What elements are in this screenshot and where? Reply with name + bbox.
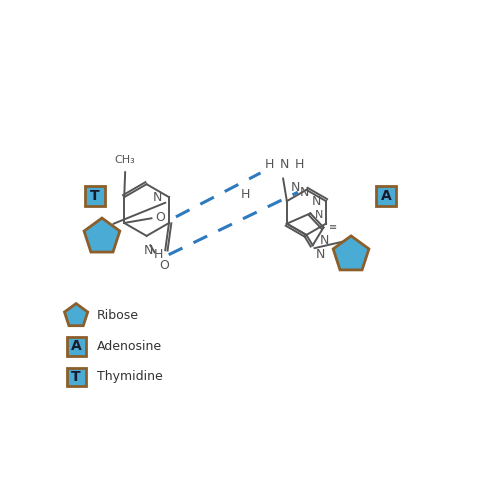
Text: N: N bbox=[315, 210, 324, 220]
Text: H: H bbox=[294, 158, 304, 170]
Text: N: N bbox=[316, 248, 325, 261]
Text: A: A bbox=[381, 189, 392, 203]
Text: ≡: ≡ bbox=[329, 222, 338, 232]
Text: Thymidine: Thymidine bbox=[97, 370, 163, 384]
Text: H: H bbox=[241, 188, 250, 202]
Text: N: N bbox=[320, 234, 329, 247]
Text: N: N bbox=[280, 158, 288, 170]
Polygon shape bbox=[64, 304, 88, 326]
Text: O: O bbox=[155, 211, 165, 224]
Text: T: T bbox=[72, 370, 81, 384]
FancyBboxPatch shape bbox=[376, 186, 396, 206]
Text: Ribose: Ribose bbox=[97, 310, 139, 322]
Text: N: N bbox=[290, 181, 300, 194]
Text: H: H bbox=[154, 248, 163, 261]
Text: CH₃: CH₃ bbox=[115, 155, 136, 165]
Text: N: N bbox=[312, 194, 322, 207]
FancyBboxPatch shape bbox=[85, 186, 105, 206]
Text: A: A bbox=[70, 340, 82, 353]
FancyBboxPatch shape bbox=[66, 368, 86, 386]
Text: O: O bbox=[160, 258, 169, 272]
Polygon shape bbox=[333, 236, 369, 270]
Text: N: N bbox=[152, 190, 162, 203]
Text: N: N bbox=[144, 244, 152, 258]
Text: Adenosine: Adenosine bbox=[97, 340, 162, 353]
Text: H: H bbox=[264, 158, 274, 170]
Text: N: N bbox=[300, 186, 308, 198]
FancyBboxPatch shape bbox=[66, 337, 86, 356]
Text: T: T bbox=[90, 189, 100, 203]
Polygon shape bbox=[84, 218, 120, 252]
